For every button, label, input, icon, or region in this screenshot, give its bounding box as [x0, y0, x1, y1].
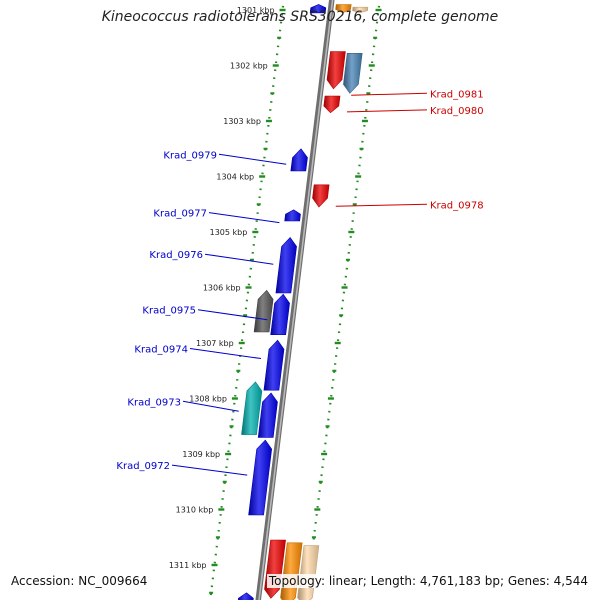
tick-label: 1302 kbp: [230, 62, 268, 71]
blue-gene-0976: [275, 237, 297, 294]
tick-label: 1304 kbp: [216, 173, 254, 182]
blue-gene-0973: [257, 392, 278, 438]
label-leader-line: [204, 253, 274, 265]
tick-label: 1306 kbp: [203, 284, 241, 293]
label-leader-line: [335, 203, 428, 207]
blue-gene-0979: [290, 148, 308, 172]
gene-label-krad-0973: Krad_0973: [127, 397, 181, 408]
label-leader-line: [189, 348, 262, 360]
map-title: Kineococcus radiotolerans SRS30216, comp…: [101, 9, 499, 25]
steelblue-gene-0981: [343, 52, 363, 94]
tick-label: 1305 kbp: [210, 228, 248, 237]
label-leader-line: [346, 109, 428, 113]
blue-gene-top: [309, 4, 327, 14]
tick-label: 1311 kbp: [169, 561, 207, 570]
blue-gene-bottom: [237, 592, 254, 600]
tick-label: 1308 kbp: [189, 395, 227, 404]
peach-gene-top: [352, 6, 369, 14]
label-leader-line: [218, 153, 287, 165]
gene-label-krad-0978: Krad_0978: [430, 200, 484, 211]
tick-label: 1303 kbp: [223, 117, 261, 126]
cyan-gene-0973: [241, 381, 263, 435]
tick-label: 1309 kbp: [182, 450, 220, 459]
gene-label-krad-0974: Krad_0974: [134, 345, 188, 356]
blue-gene-0977: [284, 209, 301, 222]
gene-label-krad-0981: Krad_0981: [430, 89, 484, 100]
accession-text: Accession: NC_009664: [9, 574, 150, 588]
gene-label-krad-0975: Krad_0975: [142, 306, 196, 317]
orange-gene-top: [335, 4, 352, 14]
red-gene-0980: [323, 95, 341, 114]
blue-gene-0975: [270, 293, 290, 336]
gene-label-krad-0979: Krad_0979: [163, 150, 217, 161]
red-gene-0981a: [326, 51, 346, 90]
gene-label-krad-0972: Krad_0972: [116, 461, 170, 472]
label-leader-line: [171, 464, 248, 476]
gray-gene-0975: [253, 289, 274, 333]
tick-label: 1301 kbp: [237, 6, 275, 15]
gene-label-krad-0976: Krad_0976: [149, 250, 203, 261]
label-leader-line: [208, 212, 280, 224]
genome-summary-text: Topology: linear; Length: 4,761,183 bp; …: [266, 574, 590, 588]
genome-backbone-highlight: [258, 0, 334, 600]
gene-label-krad-0980: Krad_0980: [430, 106, 484, 117]
label-leader-line: [351, 92, 428, 96]
blue-gene-0972: [248, 439, 273, 516]
tick-label: 1307 kbp: [196, 339, 234, 348]
red-gene-0978: [312, 184, 330, 208]
label-leader-line: [182, 400, 239, 412]
label-leader-line: [197, 309, 268, 321]
tick-label: 1310 kbp: [176, 506, 214, 515]
gene-label-krad-0977: Krad_0977: [153, 209, 207, 220]
blue-gene-0974: [263, 339, 285, 391]
